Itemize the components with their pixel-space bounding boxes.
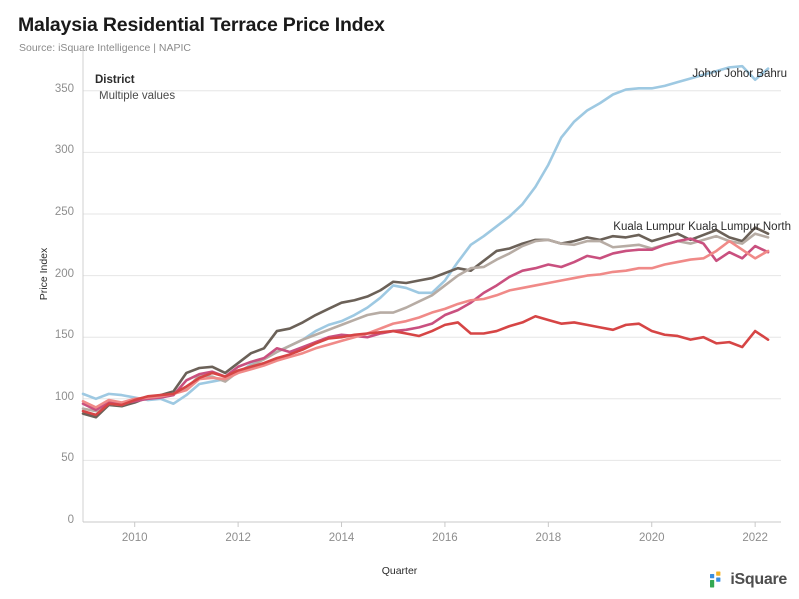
x-tick-label: 2014 [328,532,355,544]
isquare-logo: iSquare [710,571,787,589]
series-line-5 [81,314,770,417]
y-tick-label: 200 [54,267,74,280]
series-line-0 [81,64,770,406]
y-tick-label: 0 [67,514,74,526]
legend-field-label: District [95,74,135,86]
x-tick-label: 2010 [121,532,148,544]
page-title: Malaysia Residential Terrace Price Index [18,14,385,36]
y-tick-label: 150 [54,329,74,342]
y-tick-label: 350 [54,82,74,95]
y-tick-label: 100 [54,390,74,403]
y-tick-label: 300 [54,144,74,157]
legend-field-value: Multiple values [99,89,176,102]
y-tick-label: 50 [61,452,74,465]
series-label-0: Johor Johor Bahru [692,68,787,80]
isquare-logo-text: iSquare [730,571,787,588]
chart-source: Source: iSquare Intelligence | NAPIC [19,42,191,54]
series-label-1: Kuala Lumpur Kuala Lumpur North [613,221,791,233]
x-tick-label: 2012 [225,532,251,544]
x-tick-label: 2018 [535,532,562,544]
series-line-2 [81,232,770,413]
isquare-mark-icon [710,571,721,588]
series-line-1 [81,226,770,419]
x-tick-label: 2020 [638,532,665,544]
x-tick-label: 2022 [742,532,768,544]
series-line-3 [81,237,770,412]
y-tick-label: 250 [54,206,74,218]
legend-district: District Multiple values [95,73,175,104]
x-tick-label: 2016 [432,532,458,544]
x-axis-title: Quarter [381,565,418,577]
series-line-4 [81,239,770,409]
